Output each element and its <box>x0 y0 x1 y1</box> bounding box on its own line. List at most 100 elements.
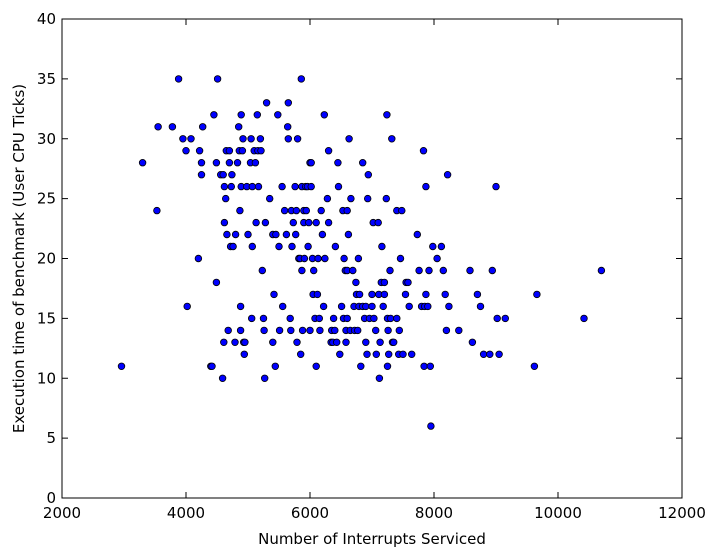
data-point-35 <box>228 170 236 179</box>
data-point-45 <box>237 111 245 119</box>
data-point-92 <box>288 242 296 251</box>
data-point-13 <box>197 170 206 179</box>
data-point-252 <box>597 266 606 275</box>
data-point-25 <box>220 182 229 191</box>
data-point-192 <box>380 278 389 287</box>
data-point-201 <box>386 314 395 323</box>
data-point-212 <box>401 290 410 299</box>
data-point-70 <box>261 374 269 382</box>
data-point-26 <box>220 218 229 227</box>
data-point-117 <box>307 182 315 191</box>
data-point-72 <box>262 99 271 107</box>
y-axis-label: Execution time of benchmark (User CPU Ti… <box>10 84 28 433</box>
data-point-18 <box>212 278 221 287</box>
data-point-50 <box>240 350 248 358</box>
data-point-216 <box>408 350 416 358</box>
data-point-64 <box>254 182 263 191</box>
data-point-105 <box>298 326 307 335</box>
data-point-47 <box>238 146 247 155</box>
plot-area <box>62 19 682 498</box>
data-point-237 <box>455 326 463 335</box>
data-point-58 <box>248 242 256 251</box>
data-point-227 <box>426 362 434 370</box>
data-point-180 <box>368 302 376 311</box>
data-point-95 <box>292 230 300 239</box>
data-point-3 <box>154 123 162 131</box>
data-point-240 <box>473 290 482 299</box>
data-point-37 <box>231 338 239 346</box>
data-point-248 <box>501 314 509 323</box>
y-tick-label: 35 <box>37 70 56 88</box>
data-point-60 <box>251 158 260 167</box>
data-point-200 <box>386 266 394 275</box>
data-point-116 <box>307 158 315 167</box>
data-point-103 <box>298 266 306 275</box>
data-point-154 <box>343 314 351 323</box>
data-point-245 <box>492 182 500 191</box>
data-point-101 <box>297 350 305 358</box>
data-point-168 <box>355 290 364 299</box>
data-point-169 <box>357 362 365 370</box>
data-point-88 <box>284 99 292 107</box>
data-point-40 <box>234 123 243 131</box>
data-point-152 <box>342 338 350 346</box>
data-point-66 <box>257 146 265 155</box>
data-point-7 <box>182 146 190 155</box>
data-point-235 <box>443 170 452 179</box>
data-point-48 <box>239 135 247 143</box>
data-point-202 <box>388 135 396 143</box>
data-point-191 <box>379 302 387 311</box>
data-point-157 <box>345 135 353 143</box>
data-point-139 <box>329 314 338 323</box>
data-point-68 <box>259 314 268 323</box>
data-point-179 <box>368 290 376 299</box>
data-point-225 <box>424 302 432 311</box>
data-point-56 <box>247 314 256 323</box>
data-point-84 <box>280 206 289 215</box>
data-point-6 <box>179 135 187 143</box>
data-point-134 <box>324 146 333 155</box>
data-point-42 <box>236 206 244 215</box>
data-point-230 <box>433 254 441 263</box>
data-point-131 <box>320 111 328 119</box>
data-point-129 <box>318 230 327 239</box>
data-point-224 <box>422 290 430 299</box>
data-point-51 <box>241 338 249 346</box>
data-point-12 <box>197 158 206 167</box>
data-point-30 <box>224 326 232 335</box>
data-point-90 <box>287 326 295 335</box>
data-point-89 <box>286 314 294 323</box>
data-point-86 <box>284 123 292 131</box>
x-tick-label: 12000 <box>658 504 706 522</box>
data-point-160 <box>349 266 357 275</box>
data-point-199 <box>385 350 393 358</box>
data-point-22 <box>218 374 227 382</box>
data-point-67 <box>258 266 266 275</box>
data-point-185 <box>374 218 382 227</box>
data-point-239 <box>468 338 477 346</box>
data-point-32 <box>225 158 234 167</box>
x-tick-label: 10000 <box>534 504 582 522</box>
data-point-244 <box>488 266 496 275</box>
data-point-205 <box>393 314 401 323</box>
data-point-126 <box>315 314 323 323</box>
data-point-182 <box>370 314 378 323</box>
data-point-96 <box>292 206 301 215</box>
data-point-108 <box>300 254 309 263</box>
data-point-210 <box>398 206 406 215</box>
y-tick-label: 5 <box>46 429 56 447</box>
y-tick-label: 10 <box>37 369 56 387</box>
data-point-36 <box>229 242 237 251</box>
x-tick-label: 2000 <box>43 504 81 522</box>
data-point-10 <box>194 254 203 263</box>
data-point-251 <box>580 314 588 323</box>
data-point-132 <box>321 254 329 263</box>
x-axis-label: Number of Interrupts Serviced <box>258 530 486 548</box>
data-point-5 <box>174 75 183 83</box>
data-point-141 <box>331 242 340 251</box>
data-point-9 <box>187 135 195 143</box>
data-point-166 <box>354 254 363 263</box>
data-point-241 <box>476 302 485 311</box>
data-point-20 <box>213 75 222 83</box>
